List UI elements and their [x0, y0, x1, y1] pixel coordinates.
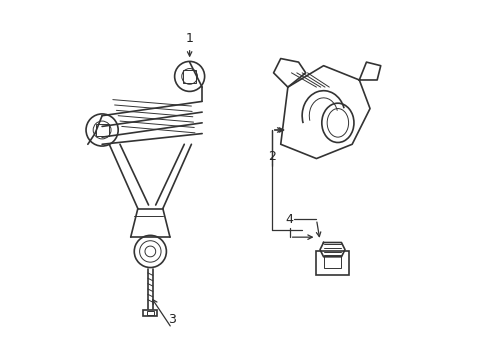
Bar — [323, 255, 342, 267]
Text: 4: 4 — [286, 213, 294, 226]
Text: 2: 2 — [268, 150, 276, 163]
Bar — [96, 123, 109, 136]
Bar — [183, 70, 196, 83]
Bar — [147, 311, 153, 315]
Text: 1: 1 — [186, 32, 194, 45]
Text: 3: 3 — [168, 313, 176, 326]
Bar — [143, 310, 157, 316]
Bar — [317, 251, 348, 275]
